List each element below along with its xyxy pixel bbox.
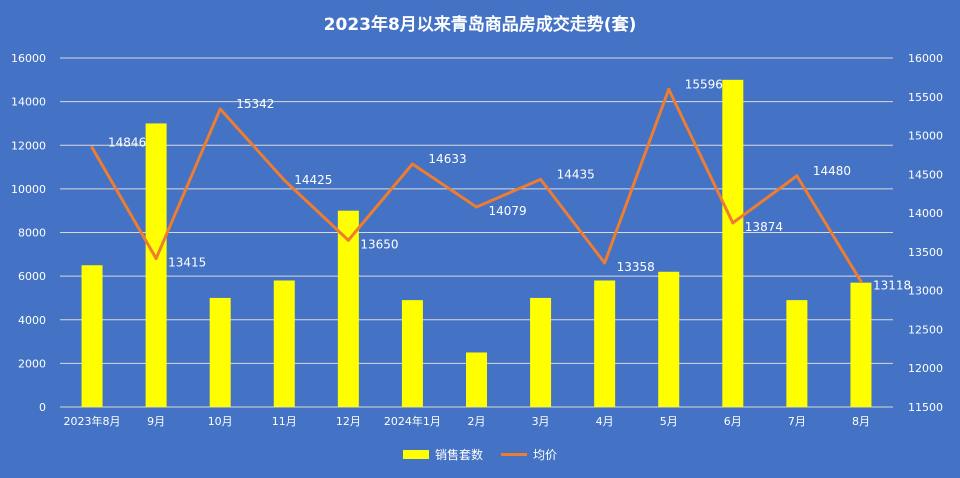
price-data-label: 13874 [745,220,783,234]
chart-legend: 销售套数 均价 [0,446,960,463]
x-tick-label: 3月 [532,415,550,428]
y-right-tick-label: 13000 [908,285,943,298]
y-left-tick-label: 4000 [18,314,46,327]
legend-item-price: 均价 [501,446,557,463]
price-point [154,256,158,260]
legend-label-price: 均价 [533,448,558,462]
bar [209,297,231,407]
y-left-tick-label: 12000 [11,139,46,152]
y-left-tick-label: 2000 [18,357,46,370]
y-left-tick-label: 10000 [11,183,46,196]
price-point [475,205,478,209]
bar [145,123,167,407]
bar [658,271,680,407]
price-data-label: 14435 [557,167,595,181]
y-left-tick-label: 0 [39,401,46,414]
y-right-tick-label: 12500 [908,323,943,336]
bar [81,265,103,407]
legend-swatch-line [501,453,527,456]
price-data-label: 14480 [813,164,851,178]
x-tick-label: 7月 [788,415,806,428]
y-left-tick-label: 6000 [18,270,46,283]
y-right-tick-label: 14000 [908,207,943,220]
x-tick-label: 2月 [468,415,486,428]
x-tick-label: 4月 [596,415,614,428]
legend-label-sales: 销售套数 [434,448,483,462]
y-left-tick-label: 8000 [18,227,46,240]
x-tick-label: 5月 [660,415,678,428]
price-point [410,162,414,166]
x-tick-label: 11月 [272,415,297,428]
x-tick-label: 12月 [336,415,361,428]
bar [530,297,552,407]
price-data-label: 13650 [360,237,398,251]
x-tick-label: 10月 [208,415,233,428]
price-data-label: 13118 [873,279,911,293]
y-left-tick-label: 16000 [11,52,46,65]
y-right-tick-label: 16000 [908,52,943,65]
y-right-tick-label: 11500 [908,401,943,414]
price-data-label: 14633 [428,152,466,166]
bar [850,282,872,407]
price-point [346,238,350,242]
y-right-tick-label: 15000 [908,130,943,143]
price-data-label: 15342 [236,97,274,111]
price-line [90,87,863,283]
bar [786,300,808,407]
price-point [731,221,735,225]
bar [466,352,487,407]
price-point [795,174,799,178]
price-point [90,145,94,149]
bar [594,280,616,407]
price-data-label: 14425 [294,173,332,187]
chart-title: 2023年8月以来青岛商品房成交走势(套) [323,15,637,35]
price-point [218,107,222,111]
price-data-label: 13358 [617,260,655,274]
price-point [539,177,543,181]
price-point [603,261,607,265]
y-right-tick-label: 12000 [908,362,943,375]
price-data-label: 14846 [108,135,146,149]
x-tick-label: 2023年8月 [64,414,121,428]
legend-swatch-bar [402,450,429,459]
price-data-label: 13415 [168,255,206,269]
price-data-label: 15596 [685,77,723,91]
x-tick-label: 6月 [724,415,742,428]
bar [273,280,295,407]
y-right-tick-label: 13500 [908,246,943,259]
price-data-label: 14079 [489,204,527,218]
x-tick-label: 2024年1月 [384,414,441,428]
bar [337,210,359,407]
y-left-tick-label: 14000 [11,96,46,109]
y-right-tick-label: 15500 [908,91,943,104]
y-right-tick-label: 14500 [908,168,943,181]
bar [722,79,744,407]
x-tick-label: 8月 [852,415,870,428]
x-tick-label: 9月 [147,415,165,428]
bar [401,300,423,407]
price-point [667,87,671,91]
price-point [859,280,863,284]
legend-item-sales: 销售套数 [402,446,483,463]
price-point [282,178,286,182]
